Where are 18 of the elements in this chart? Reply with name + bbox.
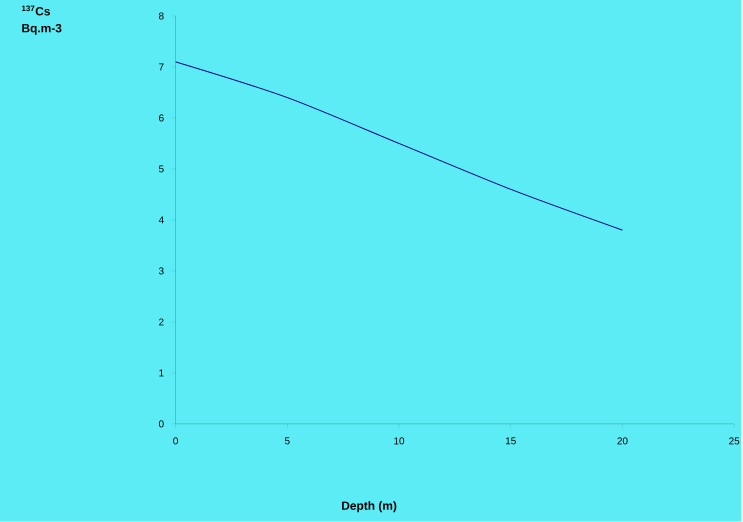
x-tick-label: 5 xyxy=(284,438,290,444)
x-tick-label: 15 xyxy=(506,438,516,444)
y-tick-label: 7 xyxy=(159,64,164,71)
x-tick-label: 0 xyxy=(173,438,178,445)
text: $^{137}$Cs Bq.m-3 xyxy=(22,6,62,35)
y-tick-label: 5 xyxy=(158,166,164,173)
x-axis-title: Depth (m) xyxy=(342,501,396,512)
y-tick-label: 0 xyxy=(158,420,164,428)
y-tick-label: 8 xyxy=(158,12,164,20)
y-tick-label: 6 xyxy=(159,114,164,122)
x-tick-label: 20 xyxy=(617,438,628,445)
y-tick-label: 2 xyxy=(159,318,164,326)
x-tick-label: 10 xyxy=(394,438,404,445)
x-tick-label: 25 xyxy=(729,438,740,445)
line-series xyxy=(176,62,623,231)
y-tick-label: 1 xyxy=(159,370,164,376)
y-tick-label: 3 xyxy=(158,268,164,275)
y-tick-label: 4 xyxy=(158,216,164,224)
